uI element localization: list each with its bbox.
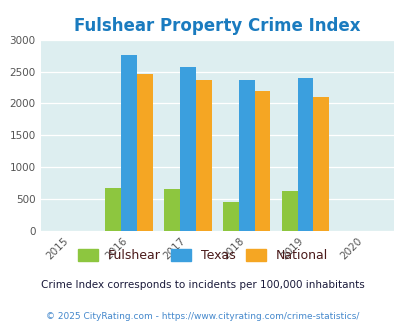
- Bar: [254, 91, 270, 231]
- Bar: [281, 191, 297, 231]
- Text: Crime Index corresponds to incidents per 100,000 inhabitants: Crime Index corresponds to incidents per…: [41, 280, 364, 290]
- Bar: [313, 97, 328, 231]
- Bar: [297, 78, 313, 231]
- Legend: Fulshear, Texas, National: Fulshear, Texas, National: [74, 246, 331, 266]
- Bar: [238, 80, 254, 231]
- Text: © 2025 CityRating.com - https://www.cityrating.com/crime-statistics/: © 2025 CityRating.com - https://www.city…: [46, 312, 359, 321]
- Bar: [105, 188, 121, 231]
- Title: Fulshear Property Crime Index: Fulshear Property Crime Index: [74, 17, 360, 35]
- Bar: [164, 189, 179, 231]
- Bar: [195, 81, 211, 231]
- Bar: [121, 55, 136, 231]
- Bar: [136, 74, 152, 231]
- Bar: [222, 202, 238, 231]
- Bar: [179, 67, 195, 231]
